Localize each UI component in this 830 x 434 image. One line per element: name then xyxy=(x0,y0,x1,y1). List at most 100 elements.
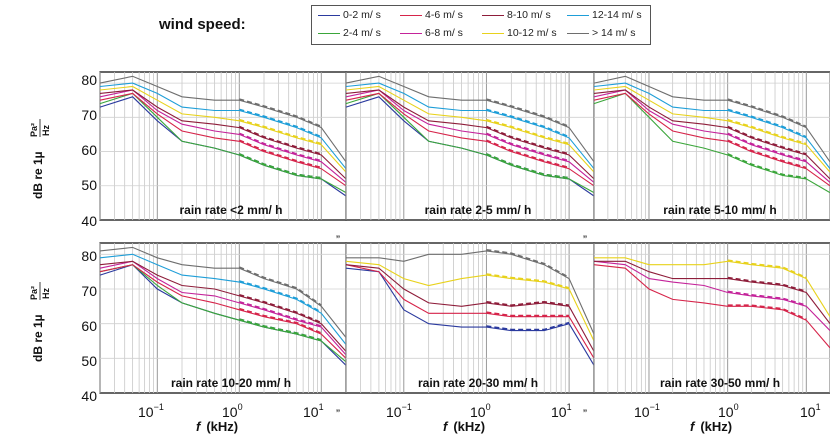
legend-label: 8-10 m/ s xyxy=(507,9,551,21)
y-tick-label: 50 xyxy=(81,353,97,369)
series-line xyxy=(593,92,830,194)
series-fit-line xyxy=(727,153,807,179)
legend-label: 0-2 m/ s xyxy=(343,9,381,21)
legend-entry: 4-6 m/ s xyxy=(400,9,463,21)
x-axis-label: f (kHz) xyxy=(690,419,732,434)
legend-title: wind speed: xyxy=(159,16,246,33)
y-tick-label: 40 xyxy=(81,388,97,404)
series-line xyxy=(345,82,595,170)
quote-mark: ” xyxy=(336,233,340,247)
x-tick-label: 101 xyxy=(800,402,821,420)
legend-label: 4-6 m/ s xyxy=(425,9,463,21)
series-fit-line xyxy=(238,132,322,162)
series-fit-line xyxy=(239,98,322,128)
legend-swatch xyxy=(482,14,504,16)
series-fit-line xyxy=(239,301,322,327)
legend-label: 2-4 m/ s xyxy=(343,27,381,39)
series-line xyxy=(593,89,830,183)
legend-swatch xyxy=(400,14,422,16)
series-fit-line xyxy=(239,318,322,341)
series-line xyxy=(593,75,830,163)
series-fit-line xyxy=(486,108,570,138)
series-line xyxy=(345,264,595,359)
panel-rain-rate-lt2: rain rate <2 mm/ h xyxy=(99,71,347,221)
panel-frame xyxy=(593,242,830,394)
quote-mark: ” xyxy=(583,407,587,421)
series-line xyxy=(345,267,595,366)
y-tick-label: 80 xyxy=(81,72,97,88)
legend-swatch xyxy=(482,32,504,34)
series-line xyxy=(593,264,830,349)
series-fit-line xyxy=(239,294,322,324)
series-line xyxy=(99,264,347,359)
y-tick-labels: 80 70 60 50 40 80 70 60 50 40 xyxy=(81,72,97,404)
panel-title: rain rate 10-20 mm/ h xyxy=(171,376,291,390)
series-fit-line xyxy=(238,139,322,169)
series-fit-line xyxy=(486,98,570,128)
series-fit-line xyxy=(238,266,322,307)
series-fit-line xyxy=(486,311,570,317)
x-tick-label: 10−1 xyxy=(138,402,164,420)
x-tick-label: 100 xyxy=(718,402,739,420)
series-line xyxy=(345,89,595,183)
legend-entry: 6-8 m/ s xyxy=(400,27,463,39)
series-line xyxy=(594,260,830,325)
legend-entry: 8-10 m/ s xyxy=(482,9,551,21)
series-fit-line xyxy=(727,132,807,162)
series-line xyxy=(99,82,347,170)
legend-swatch xyxy=(318,32,340,34)
series-fit-line xyxy=(727,118,807,145)
series-fit-line xyxy=(727,125,807,155)
legend-entry: > 14 m/ s xyxy=(567,27,635,39)
series-fit-line xyxy=(727,259,807,279)
x-tick-labels: 10−1 100 101 10−1 100 101 10−1 100 101 xyxy=(138,402,821,420)
x-tick-label: 101 xyxy=(303,402,324,420)
series-fit-line xyxy=(486,273,570,289)
series-line xyxy=(593,89,830,180)
series-line xyxy=(345,85,595,173)
legend-swatch xyxy=(567,14,589,16)
panel-title: rain rate 20-30 mm/ h xyxy=(418,376,538,390)
series-line xyxy=(99,92,347,194)
series-line xyxy=(345,92,595,194)
series-fit-line xyxy=(239,307,322,334)
series-fit-line xyxy=(486,132,570,162)
series-line xyxy=(593,92,830,187)
series-fit-line xyxy=(727,290,807,307)
series-line xyxy=(99,92,347,187)
x-axis-label: f (kHz) xyxy=(196,419,238,434)
series-line xyxy=(594,257,830,317)
y-tick-label: 50 xyxy=(81,177,97,193)
series-fit-line xyxy=(486,139,570,169)
panel-title: rain rate <2 mm/ h xyxy=(179,203,282,217)
series-fit-line xyxy=(486,118,570,145)
series-fit-line xyxy=(727,108,807,138)
series-fit-line xyxy=(486,321,570,331)
ylabel-text: dB re 1µ xyxy=(31,151,45,199)
ylabel-frac-num: Pa² xyxy=(29,123,39,137)
panel-title: rain rate 30-50 mm/ h xyxy=(660,376,780,390)
legend-entry: 2-4 m/ s xyxy=(318,27,381,39)
y-axis-label-top: dB re 1µ Pa² Hz xyxy=(29,119,51,199)
x-tick-label: 100 xyxy=(470,402,491,420)
series-fit-line xyxy=(486,125,570,155)
y-tick-label: 70 xyxy=(81,283,97,299)
series-line xyxy=(99,85,347,173)
series-line xyxy=(345,264,595,352)
y-tick-label: 60 xyxy=(81,318,97,334)
series-line xyxy=(345,92,595,187)
series-fit-line xyxy=(239,108,322,138)
series-line xyxy=(99,260,347,352)
quote-mark: ” xyxy=(336,407,340,421)
legend-entry: 10-12 m/ s xyxy=(482,27,557,39)
series-line xyxy=(345,89,595,180)
grid xyxy=(593,72,830,220)
series-fit-line xyxy=(486,153,570,179)
series-fit-line xyxy=(727,139,807,169)
ylabel-text: dB re 1µ xyxy=(31,314,45,362)
legend-entry: 0-2 m/ s xyxy=(318,9,381,21)
legend-swatch xyxy=(318,14,340,16)
series-line xyxy=(593,85,830,173)
y-axis-label-bottom: dB re 1µ Pa² Hz xyxy=(29,282,51,362)
